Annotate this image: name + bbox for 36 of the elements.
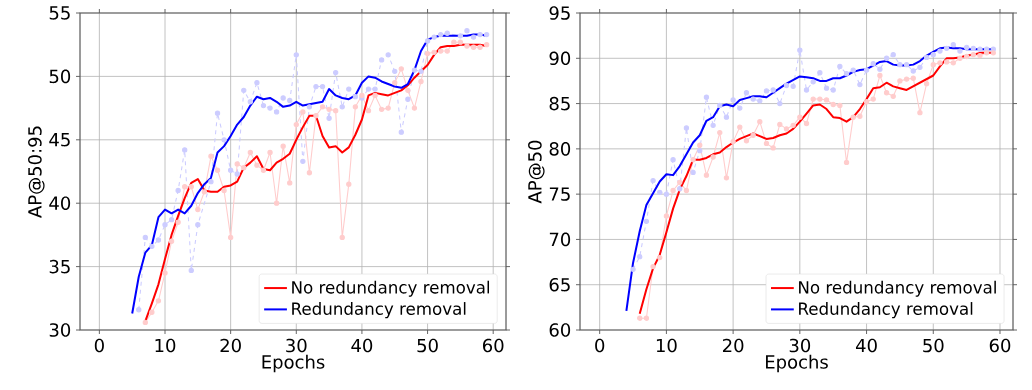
legend-label: No redundancy removal [292,280,490,297]
x-tick-label: 60 [989,338,1011,353]
x-tick-label: 60 [483,338,504,353]
x-tick-label: 20 [722,338,744,353]
y-tick-label: 90 [549,51,571,66]
legend-label: Redundancy removal [292,302,466,319]
legend-label: No redundancy removal [799,280,996,297]
y-tick-label: 85 [549,96,570,111]
x-tick-label: 10 [656,338,677,353]
x-tick-label: 40 [855,338,877,353]
y-tick-label: 95 [549,6,570,20]
y-tick-label: 60 [549,323,571,337]
y-tick-label: 80 [549,142,571,156]
x-tick-label: 30 [789,338,811,353]
y-tick-label: 70 [549,232,571,247]
y-tick-label: 55 [49,6,70,20]
x-tick-label: 10 [155,338,176,353]
y-tick-label: 75 [549,187,570,201]
x-tick-label: 30 [286,338,307,353]
x-axis-title: Epochs [262,354,325,373]
y-axis-title: AP@50 [528,140,545,204]
y-tick-label: 30 [49,323,71,337]
y-tick-label: 35 [49,259,70,274]
x-axis-title: Epochs [766,354,828,373]
legend-label: Redundancy removal [799,302,973,319]
y-tick-label: 65 [549,277,570,292]
y-tick-label: 45 [49,133,70,147]
x-tick-label: 50 [923,338,944,353]
x-tick-label: 0 [595,338,605,353]
x-tick-label: 40 [351,338,373,353]
y-axis-title: AP@50:95 [28,126,45,218]
x-tick-label: 20 [220,338,241,353]
y-tick-label: 50 [49,69,71,84]
x-tick-label: 0 [94,338,104,353]
y-tick-label: 40 [49,196,71,211]
x-tick-label: 50 [417,338,438,353]
